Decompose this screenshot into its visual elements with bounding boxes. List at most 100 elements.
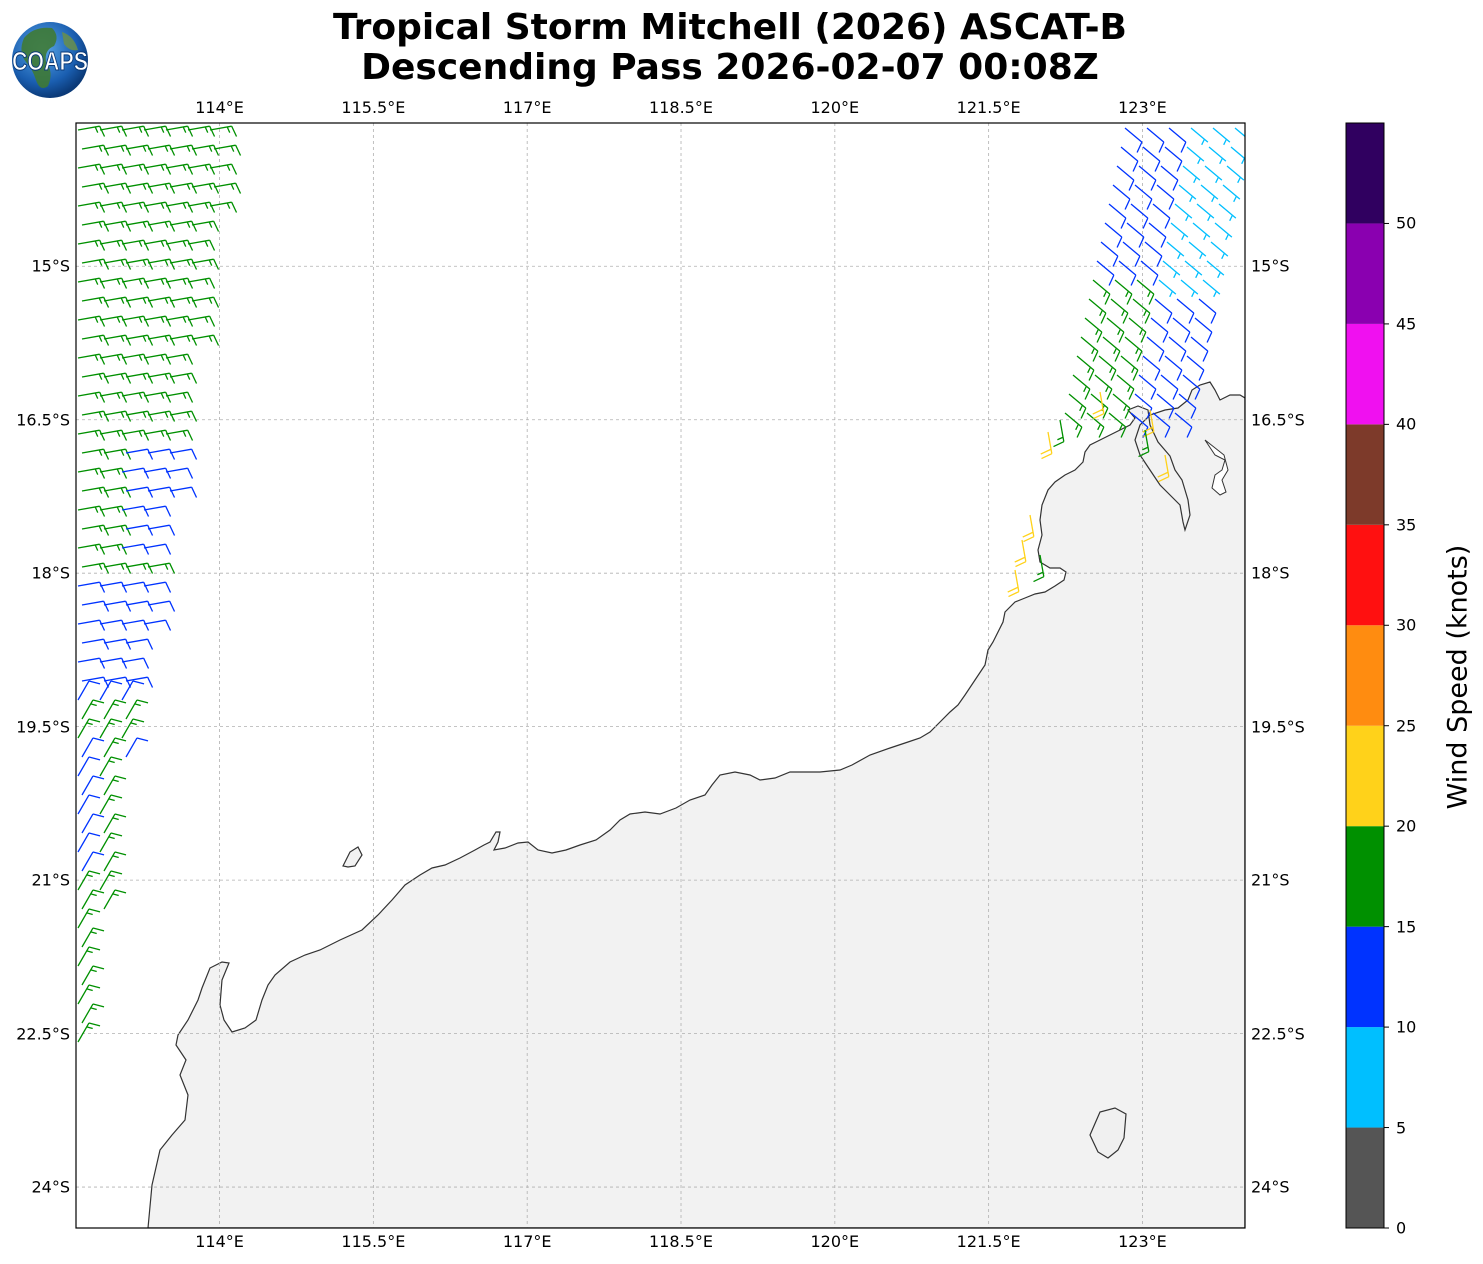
wind-barb [1202,279,1221,298]
wind-barb [1180,279,1199,298]
wind-barb [169,182,198,194]
wind-barb [143,391,172,403]
wind-barb [81,889,105,910]
wind-barb [103,410,132,422]
wind-barb [209,163,238,175]
wind-barb [125,699,149,720]
wind-barb [1120,146,1139,172]
wind-barb [103,562,132,574]
wind-barb [121,163,150,175]
wind-barb [165,315,194,327]
wind-barb [187,163,216,175]
wind-barb [81,600,110,612]
wind-barb [99,125,128,137]
wind-barb [77,794,101,815]
wind-barb [191,182,220,194]
wind-barb [81,562,110,574]
lat-tick-label-right: 18°S [1251,563,1290,583]
colorbar-title: Wind Speed (knots) [1442,544,1474,810]
wind-barb [125,296,154,308]
wind-barb [213,182,242,194]
wind-barb [81,851,105,872]
wind-barb [77,391,106,403]
wind-barb [99,353,128,365]
lat-tick-label-right: 15°S [1251,256,1290,276]
wind-barb [125,486,154,498]
wind-barb [121,125,150,137]
wind-barb [125,448,154,460]
wind-barb [1144,241,1163,267]
wind-barb [165,125,194,137]
figure-title-line-1: Tropical Storm Mitchell (2026) ASCAT-B [333,7,1127,48]
colorbar-tick-label: 40 [1396,414,1417,434]
wind-barb [1168,336,1187,362]
wind-barb [1166,241,1185,260]
wind-barb [143,239,172,251]
wind-barb [81,638,110,650]
wind-barb [125,258,154,270]
wind-barb [1164,146,1183,172]
lat-tick-label-right: 16.5°S [1251,410,1305,430]
australia-landmass [147,381,1245,1228]
lat-tick-label-right: 22.5°S [1251,1024,1305,1044]
wind-barb [147,600,176,612]
wind-barb [99,201,128,213]
wind-barb [1130,203,1149,229]
wind-barb [1162,260,1181,279]
wind-barb [77,984,101,1005]
wind-barb [1126,222,1145,248]
wind-barb [81,927,105,948]
wind-barb [1190,127,1209,146]
wind-barb [1116,374,1135,400]
wind-barb [121,657,150,669]
wind-barb [1212,127,1231,146]
wind-barb [125,372,154,384]
wind-barb [1214,222,1233,241]
wind-barb [125,182,154,194]
wind-barb [103,524,132,536]
wind-barb [121,505,150,517]
wind-barb [103,851,127,872]
wind-barb [1158,279,1177,298]
wind-barb [81,296,110,308]
lon-tick-label-bottom: 117°E [502,1232,552,1251]
wind-barb [169,258,198,270]
wind-barb [1134,184,1153,210]
wind-barb [77,429,106,441]
wind-barb [1192,222,1211,241]
wind-barb [77,315,106,327]
wind-barb [1188,241,1207,260]
wind-barb [187,277,216,289]
wind-barb [1134,393,1153,419]
wind-barb [191,296,220,308]
colorbar-tick-label: 25 [1396,716,1417,736]
wind-barb [103,889,127,910]
wind-barbs [77,125,1245,1043]
wind-barb [77,581,106,593]
colorbar-tick-label: 15 [1396,917,1417,937]
wind-barb [99,163,128,175]
wind-barb [1106,317,1125,343]
lon-tick-label-bottom: 114°E [195,1232,244,1251]
wind-barb [77,125,106,137]
lat-tick-label-right: 24°S [1251,1177,1290,1197]
wind-barb [1208,146,1227,165]
coaps-logo: COAPS [12,22,89,98]
wind-barb [125,638,154,650]
colorbar-bin [1346,524,1384,626]
wind-barb [1084,317,1103,343]
wind-barb [81,258,110,270]
wind-barb [1114,279,1133,305]
lon-tick-label-top: 118.5°E [649,98,713,117]
wind-barb [121,581,150,593]
wind-barb [1108,203,1127,229]
wind-barb [81,144,110,156]
colorbar-bin [1346,826,1384,927]
lon-tick-label-bottom: 120°E [810,1232,860,1251]
wind-barb [81,448,110,460]
wind-barb [147,486,176,498]
wind-barb [81,220,110,232]
colorbar-bin [1346,223,1384,324]
wind-barb [77,543,106,555]
